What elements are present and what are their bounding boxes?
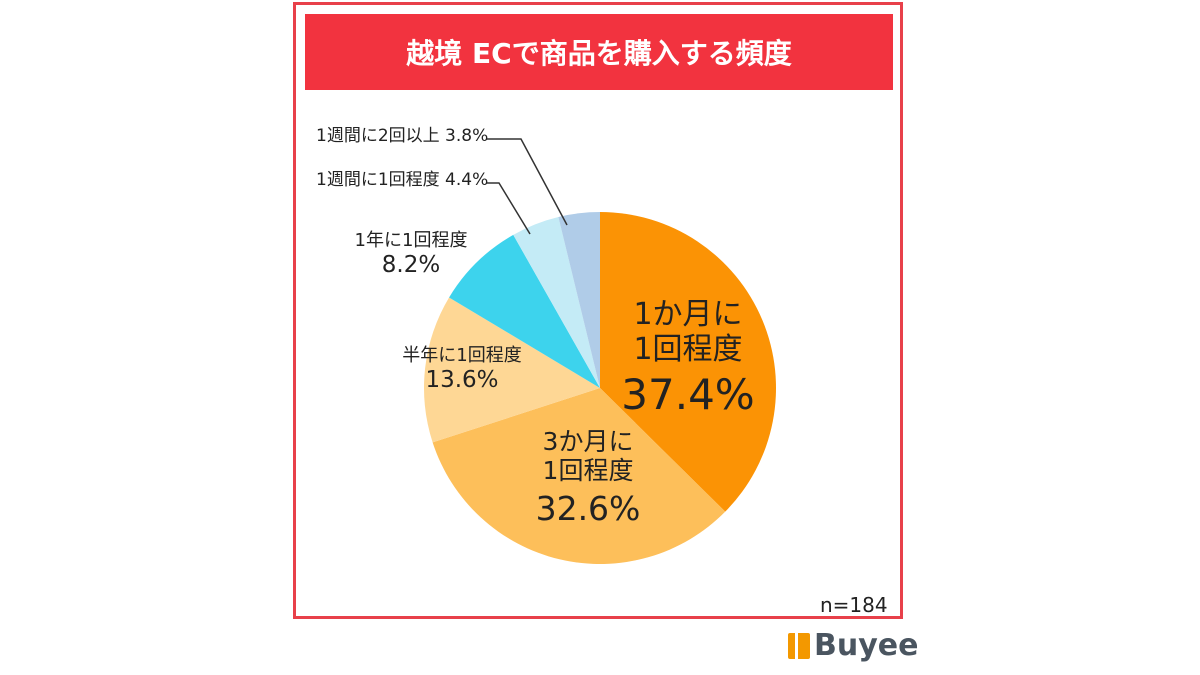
value-label: 37.4% <box>621 370 755 419</box>
slice-label-yearly: 1年に1回程度 8.2% <box>354 230 468 278</box>
brand-name: Buyee <box>814 628 919 663</box>
pie-slice-3 <box>449 234 600 388</box>
slice-label-twice-weekly: 1週間に2回以上 3.8% <box>316 126 489 146</box>
buyee-logo: Buyee <box>788 628 918 663</box>
pie-slice-4 <box>513 216 600 388</box>
label-line: 1か月に <box>633 297 743 332</box>
slice-label-3months: 3か月に1回程度 32.6% <box>535 427 641 528</box>
slice-label-weekly: 1週間に1回程度 4.4% <box>316 170 489 190</box>
value-label: 32.6% <box>535 488 641 528</box>
label-line: 1年に1回程度 <box>354 230 468 251</box>
chart-title: 越境 ECで商品を購入する頻度 <box>305 14 893 90</box>
sample-size: n=184 <box>820 593 888 617</box>
leader-line-3-8 <box>486 138 568 226</box>
chart-frame <box>293 2 903 619</box>
slice-label-halfyear: 半年に1回程度 13.6% <box>402 345 522 393</box>
value-label: 13.6% <box>425 366 499 393</box>
value-label: 8.2% <box>381 251 441 278</box>
pie-slice-1 <box>432 388 726 564</box>
slice-label-monthly: 1か月に 1回程度 37.4% <box>621 297 755 419</box>
label-line: 1回程度 <box>633 331 743 367</box>
label-line: 半年に1回程度 <box>402 345 522 366</box>
box-icon <box>788 632 810 659</box>
pie-slice-5 <box>558 212 600 388</box>
leader-line-4-4 <box>486 182 531 235</box>
pie-slice-2 <box>424 297 600 443</box>
pie-slice-0 <box>600 212 776 512</box>
label-text: 3か月に1回程度 <box>542 427 634 485</box>
